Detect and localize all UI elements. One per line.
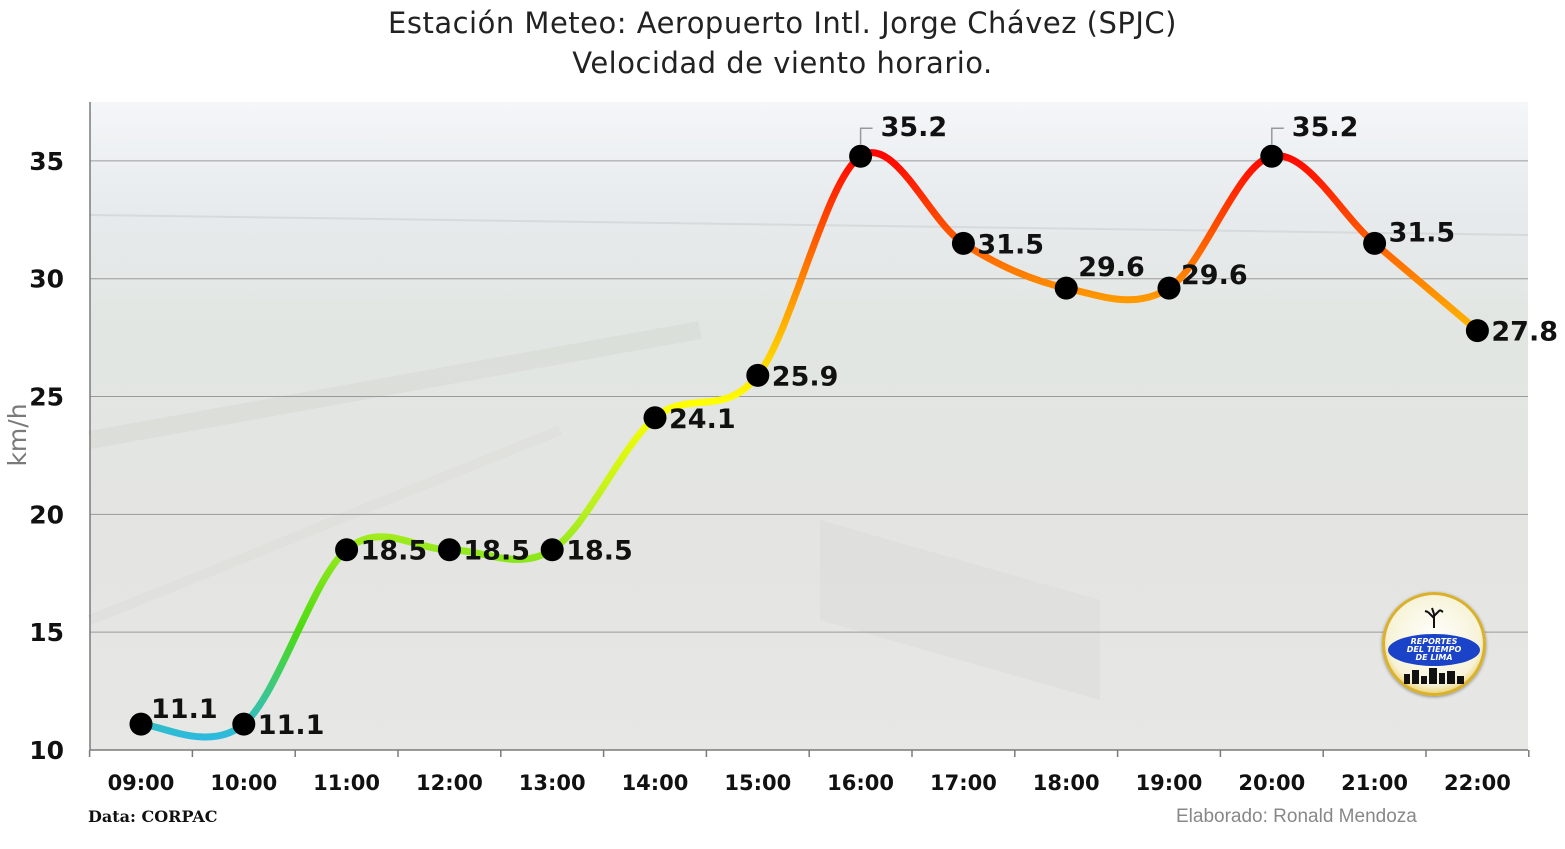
x-tick-label-1300: 13:00 <box>519 771 586 795</box>
y-tick-label-15: 15 <box>29 618 64 647</box>
plot-background <box>88 102 1529 750</box>
y-axis-ticks: 10 15 20 25 30 35 <box>29 147 64 765</box>
data-label-1600: 35.2 <box>881 112 948 143</box>
data-point-1100 <box>335 538 359 562</box>
data-label-1300: 18.5 <box>566 536 633 567</box>
x-tick-label-1700: 17:00 <box>930 771 997 795</box>
data-label-1000: 11.1 <box>258 710 325 741</box>
data-point-1600 <box>849 144 873 168</box>
data-point-2000 <box>1260 144 1284 168</box>
data-point-1000 <box>232 712 256 736</box>
city-skyline-icon <box>1402 668 1466 684</box>
data-point-1400 <box>643 406 667 430</box>
x-tick-label-1200: 12:00 <box>416 771 483 795</box>
data-label-0900: 11.1 <box>151 694 218 725</box>
y-tick-label-35: 35 <box>29 147 64 176</box>
x-tick-label-1500: 15:00 <box>724 771 791 795</box>
logo-text: REPORTES DEL TIEMPO DE LIMA <box>1388 634 1480 666</box>
data-label-1100: 18.5 <box>361 536 428 567</box>
x-tick-label-0900: 09:00 <box>108 771 175 795</box>
chart-subtitle: Velocidad de viento horario. <box>572 46 993 80</box>
data-point-1500 <box>746 363 770 387</box>
x-tick-label-1100: 11:00 <box>313 771 380 795</box>
y-tick-label-20: 20 <box>29 500 64 529</box>
data-points <box>129 144 1489 736</box>
data-label-2000: 35.2 <box>1292 112 1359 143</box>
label-leader-line <box>1271 127 1284 145</box>
data-point-0900 <box>129 712 153 736</box>
data-point-1900 <box>1157 276 1181 300</box>
y-tick-label-10: 10 <box>29 736 64 765</box>
logo-line-1: REPORTES <box>1410 637 1458 646</box>
x-tick-label-2100: 21:00 <box>1341 771 1408 795</box>
data-label-1900: 29.6 <box>1181 260 1248 291</box>
data-label-1700: 31.5 <box>977 229 1044 260</box>
logo-line-2: DEL TIEMPO <box>1406 645 1462 654</box>
taxiway-shape <box>88 425 562 625</box>
data-point-1300 <box>540 538 564 562</box>
y-tick-label-25: 25 <box>29 383 64 412</box>
data-label-1200: 18.5 <box>463 536 530 567</box>
author-credit: Elaborado: Ronald Mendoza <box>1176 806 1417 827</box>
x-tick-label-2000: 20:00 <box>1238 771 1305 795</box>
data-labels: 11.1 11.1 18.5 18.5 18.5 24.1 25.9 35.2 31.5 29.6… <box>151 112 1558 741</box>
x-tick-label-1400: 14:00 <box>622 771 689 795</box>
data-point-1800 <box>1054 276 1078 300</box>
x-tick-label-1800: 18:00 <box>1033 771 1100 795</box>
data-label-2200: 27.8 <box>1491 317 1558 348</box>
x-tick-label-1000: 10:00 <box>210 771 277 795</box>
y-tick-label-30: 30 <box>29 265 64 294</box>
data-point-2200 <box>1465 319 1489 343</box>
x-tick-label-2200: 22:00 <box>1444 771 1511 795</box>
data-label-1500: 25.9 <box>772 361 839 392</box>
data-point-1700 <box>951 231 975 255</box>
label-leader-line <box>859 127 873 145</box>
y-axis-label: km/h <box>2 403 32 467</box>
data-source: Data: CORPAC <box>88 807 218 826</box>
data-point-1200 <box>437 538 461 562</box>
reportes-logo: REPORTES DEL TIEMPO DE LIMA <box>1382 592 1486 696</box>
chart-title: Estación Meteo: Aeropuerto Intl. Jorge C… <box>388 6 1177 40</box>
tree-icon <box>1424 607 1444 628</box>
data-label-1400: 24.1 <box>669 404 736 435</box>
data-label-2100: 31.5 <box>1389 217 1456 248</box>
terminal-shape <box>820 520 1100 700</box>
data-point-2100 <box>1363 231 1387 255</box>
data-label-1800: 29.6 <box>1078 252 1145 283</box>
x-axis-ticks: 09:00 10:00 11:00 12:00 13:00 14:00 15:00 16:00… <box>88 750 1530 795</box>
runway-shape <box>88 321 702 449</box>
plot-area <box>90 102 1528 750</box>
logo-line-3: DE LIMA <box>1415 653 1453 662</box>
x-tick-label-1900: 19:00 <box>1136 771 1203 795</box>
horizon-line <box>89 214 1529 236</box>
x-tick-label-1600: 16:00 <box>827 771 894 795</box>
